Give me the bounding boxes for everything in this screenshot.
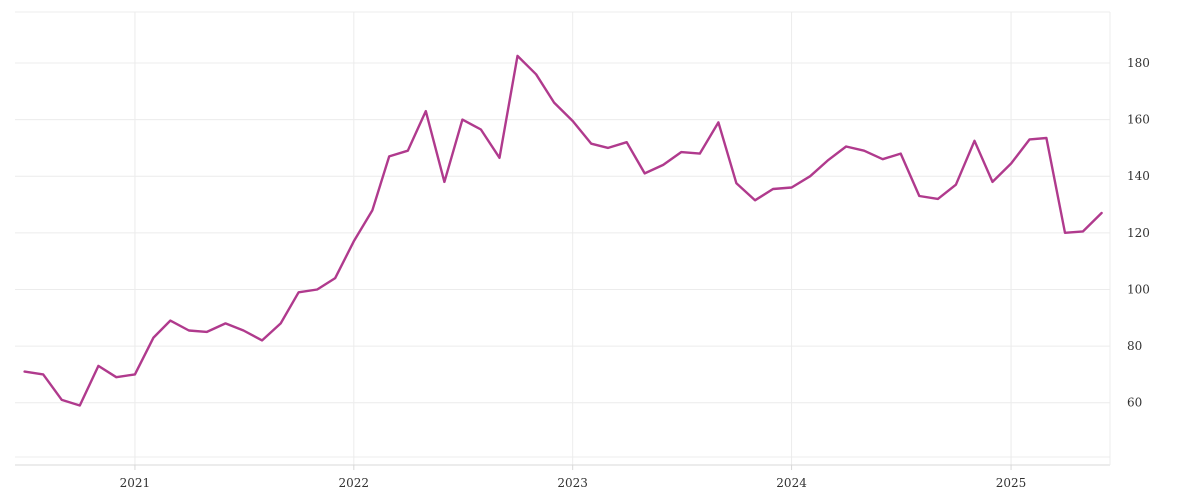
x-tick-label: 2021 — [120, 476, 151, 490]
x-tick-label: 2024 — [776, 476, 807, 490]
y-gridlines — [15, 11, 1110, 404]
x-tick-label: 2025 — [996, 476, 1027, 490]
x-gridlines — [134, 12, 1012, 465]
y-tick-label: 120 — [1127, 226, 1150, 240]
axes — [15, 12, 1111, 470]
x-tick-label: 2023 — [557, 476, 588, 490]
y-tick-labels: 60 80 100 120 140 160 180 — [1127, 56, 1150, 410]
y-tick-label: 100 — [1127, 282, 1150, 296]
y-tick-label: 160 — [1127, 113, 1150, 127]
y-tick-label: 80 — [1127, 339, 1142, 353]
series-layer — [23, 54, 1103, 407]
x-tick-label: 2022 — [339, 476, 370, 490]
y-tick-label: 140 — [1127, 169, 1150, 183]
x-tick-labels: 2021 2022 2023 2024 2025 — [120, 476, 1027, 490]
y-tick-label: 180 — [1127, 56, 1150, 70]
y-tick-label: 60 — [1127, 396, 1142, 410]
series-line — [23, 54, 1103, 407]
